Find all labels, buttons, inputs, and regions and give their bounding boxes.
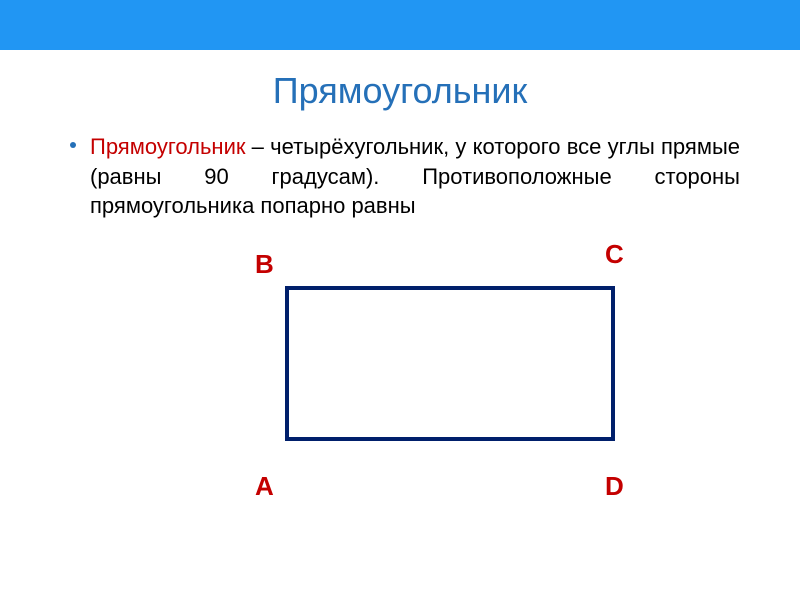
- vertex-label-a: A: [255, 471, 274, 502]
- content-area: Прямоугольник Прямоугольник – четырёхуго…: [0, 50, 800, 571]
- vertex-label-d: D: [605, 471, 624, 502]
- rectangle-shape: [285, 286, 615, 441]
- vertex-label-b: B: [255, 249, 274, 280]
- bullet-icon: [70, 142, 76, 148]
- page-title: Прямоугольник: [60, 70, 740, 112]
- vertex-label-c: C: [605, 239, 624, 270]
- definition-paragraph: Прямоугольник – четырёхугольник, у котор…: [60, 132, 740, 221]
- term-word: Прямоугольник: [90, 134, 245, 159]
- top-bar: [0, 0, 800, 50]
- diagram-area: B C A D: [60, 231, 740, 551]
